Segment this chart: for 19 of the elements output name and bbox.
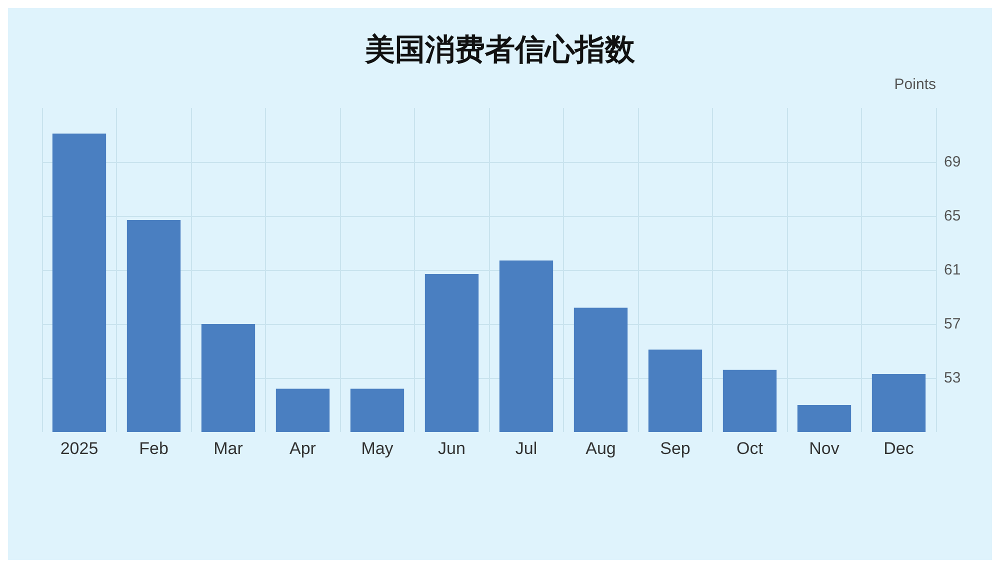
x-tick-label: Sep [660,439,690,458]
y-tick-label: 53 [944,370,961,386]
y-tick-label: 65 [944,208,961,224]
x-tick-label: Jun [438,439,466,458]
y-tick-label: 61 [944,262,961,278]
x-tick-label: Aug [586,439,616,458]
x-tick-label: 2025 [60,439,98,458]
x-tick-label: Mar [214,439,244,458]
x-tick-label: May [361,439,394,458]
y-tick-label: 69 [944,154,961,170]
x-tick-label: Apr [290,439,316,458]
x-tick-label: Oct [736,439,764,458]
x-tick-label: Dec [884,439,914,458]
y-axis-title: Points [894,76,936,93]
chart-title: 美国消费者信心指数 [364,32,636,68]
x-tick-label: Nov [809,439,840,458]
x-tick-label: Feb [139,439,168,458]
y-tick-label: 57 [944,316,961,332]
x-tick-label: Jul [515,439,538,458]
